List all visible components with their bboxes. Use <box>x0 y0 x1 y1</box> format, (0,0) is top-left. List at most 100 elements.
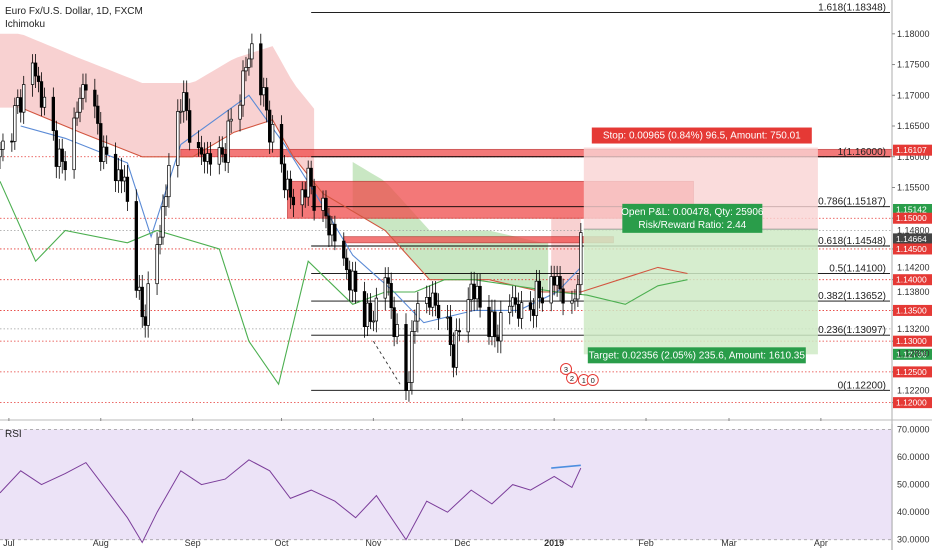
candle-body <box>1 140 5 150</box>
candle-body <box>99 123 103 162</box>
zone-2 <box>343 236 614 244</box>
price-tick-label: 1.17000 <box>897 90 930 100</box>
candles <box>0 33 583 402</box>
candle-body <box>428 297 432 308</box>
candle-body <box>327 215 331 236</box>
candle-body <box>262 87 266 96</box>
pnl-label-text: Open P&L: 0.00478, Qty: 25906 <box>621 207 764 218</box>
price-tag-text: 1.12200 <box>897 385 930 395</box>
price-tick-label: 1.17500 <box>897 60 930 70</box>
stop-label-box <box>591 127 812 144</box>
event-marker-text: 3 <box>564 365 568 374</box>
time-axis[interactable]: Jul Aug Sep Oct Nov Dec 2019 Feb Mar Apr <box>3 418 828 548</box>
candle-body <box>499 312 503 342</box>
price-tag-text: 1.12500 <box>896 367 927 377</box>
candle-body <box>490 311 494 337</box>
target-label-box <box>587 347 806 364</box>
rsi-tick-label: 60.0000 <box>897 452 930 462</box>
rsi-tick-label: 30.0000 <box>897 535 930 545</box>
candle-body <box>161 206 165 238</box>
candle-body <box>519 302 524 319</box>
candle-body <box>223 153 227 163</box>
candle-body <box>511 297 515 307</box>
candle-body <box>265 87 269 111</box>
candle-body <box>549 276 553 304</box>
candle-body <box>247 58 251 68</box>
candle-body <box>22 84 26 113</box>
candle-body <box>84 84 88 91</box>
candle-body <box>353 270 358 292</box>
candle-body <box>469 283 473 300</box>
candle-body <box>534 280 539 316</box>
candle-body <box>268 109 272 143</box>
candle-body <box>229 118 233 122</box>
price-tick-label: 1.16500 <box>897 121 930 131</box>
candle-body <box>309 167 313 187</box>
price-tag-text: 1.14200 <box>897 262 930 272</box>
fib-label-0: 0(1.12200) <box>838 380 886 391</box>
price-tick-label: 1.15500 <box>897 182 930 192</box>
candle-body <box>407 382 411 391</box>
long-position-tool[interactable]: Stop: 0.00965 (0.84%) 96.5, Amount: 750.… <box>583 127 818 364</box>
price-tag-text: 1.13200 <box>897 324 930 334</box>
candle-body <box>13 105 17 142</box>
target-label-text: Target: 0.02356 (2.05%) 235.6, Amount: 1… <box>589 350 806 361</box>
candle-body <box>72 117 76 171</box>
candle-body <box>324 197 328 217</box>
candle-body <box>0 149 2 158</box>
price-tag-text: 1.13000 <box>896 336 927 346</box>
candle-body <box>561 288 565 304</box>
candle-body <box>143 316 147 326</box>
fib-label-0.618: 0.618(1.14548) <box>818 236 886 247</box>
time-tick-label: Aug <box>93 538 109 548</box>
candle-body <box>445 316 450 319</box>
stop-label-text: Stop: 0.00965 (0.84%) 96.5, Amount: 750.… <box>603 131 801 142</box>
price-tag-box <box>893 274 932 286</box>
candle-body <box>436 304 441 319</box>
candle-body <box>374 297 379 322</box>
candle-body <box>433 292 438 306</box>
candle-body <box>54 130 58 167</box>
candle-body <box>270 124 275 143</box>
candle-body <box>451 344 456 368</box>
rsi-name: RSI <box>5 429 22 440</box>
candle-body <box>205 153 210 162</box>
price-tag-text: 1.14664 <box>896 234 927 244</box>
candle-body <box>395 324 399 337</box>
candle-body <box>36 75 41 82</box>
candle-body <box>410 331 414 383</box>
candle-body <box>345 257 349 271</box>
event-markers[interactable]: 32 1 0 <box>560 363 599 387</box>
price-tag-text: 1.14000 <box>896 275 927 285</box>
candle-body <box>220 147 224 155</box>
candle-body <box>478 285 482 308</box>
candle-body <box>30 62 35 85</box>
candle-body <box>185 92 189 111</box>
cloud-bearish-0 <box>0 33 315 183</box>
chikou-line <box>0 181 688 386</box>
candle-body <box>125 176 130 202</box>
candle-body <box>113 153 118 182</box>
candle-body <box>81 84 85 99</box>
event-marker-text: 0 <box>591 376 595 385</box>
candle-body <box>288 178 293 198</box>
candle-body <box>146 283 150 326</box>
price-tag-box <box>893 335 932 347</box>
rsi-highlight-line <box>551 464 581 469</box>
rsi-tick-label: 40.0000 <box>897 507 930 517</box>
candle-body <box>300 189 304 206</box>
candle-body <box>60 148 64 162</box>
candle-body <box>179 110 183 113</box>
candle-body <box>134 201 138 291</box>
candle-body <box>137 286 141 291</box>
time-tick-label: Feb <box>638 538 654 548</box>
candle-body <box>475 285 479 300</box>
event-marker-text: 1 <box>582 376 586 385</box>
candle-body <box>306 167 310 198</box>
candle-body <box>93 89 97 107</box>
fib-label-0.382: 0.382(1.13652) <box>818 291 886 302</box>
candle-body <box>493 311 497 338</box>
price-tag-box <box>893 348 932 360</box>
target-zone <box>583 229 818 355</box>
